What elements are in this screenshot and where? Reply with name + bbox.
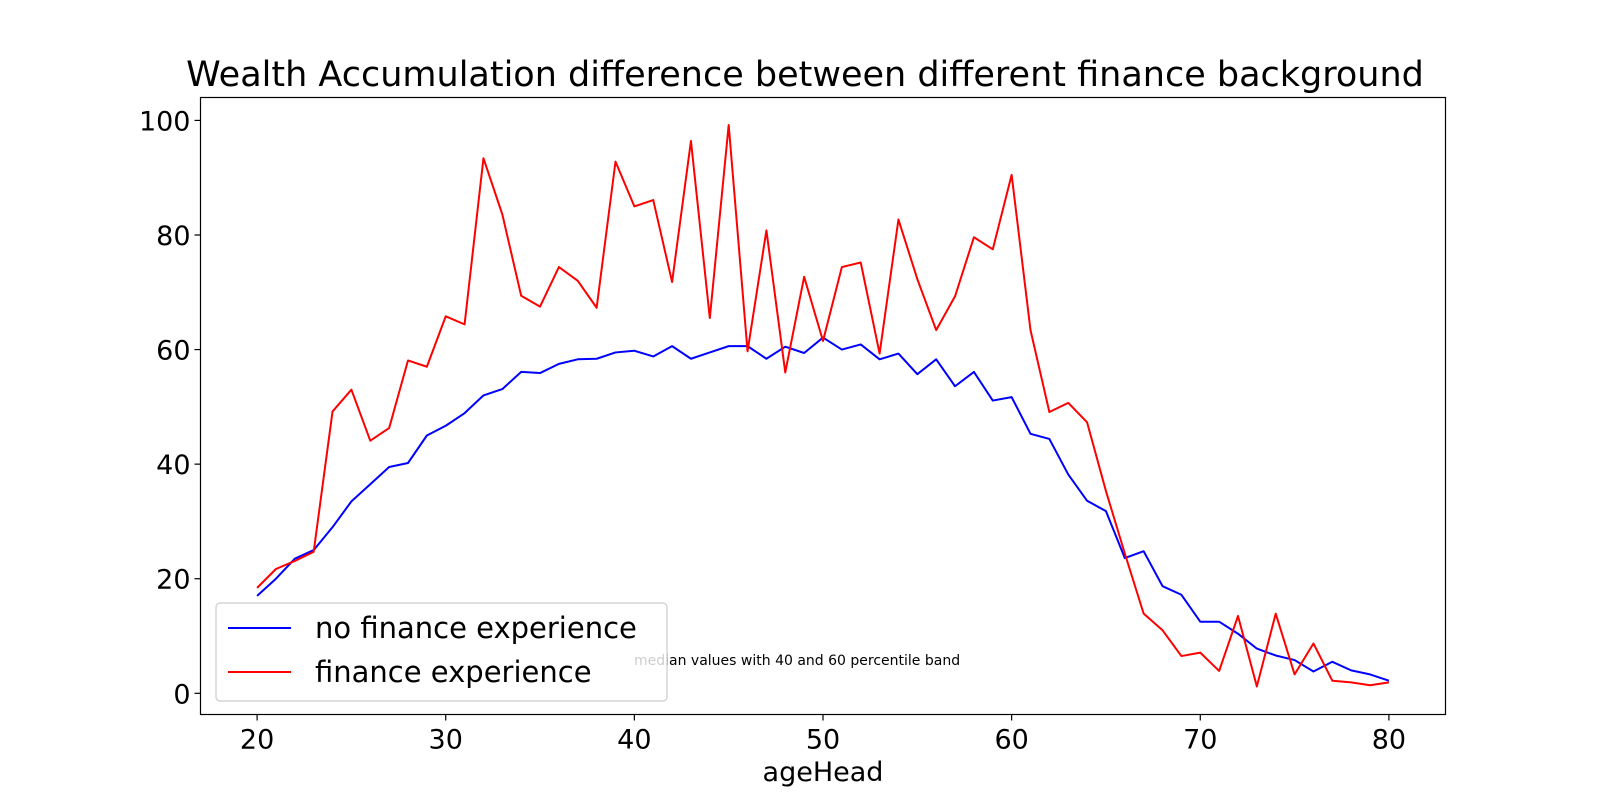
legend-label: no finance experience bbox=[315, 611, 637, 645]
y-tick-label: 0 bbox=[173, 679, 190, 710]
annotation-text: median values with 40 and 60 percentile … bbox=[634, 653, 960, 669]
x-tick-label: 80 bbox=[1372, 725, 1406, 756]
legend: no finance experience finance experience bbox=[215, 602, 668, 702]
series-line-2 bbox=[256, 124, 1390, 688]
legend-box bbox=[215, 602, 668, 702]
y-tick-label: 40 bbox=[156, 450, 190, 481]
y-tick-label: 60 bbox=[156, 336, 190, 367]
x-tick-label: 40 bbox=[617, 725, 651, 756]
y-tick-label: 100 bbox=[139, 106, 191, 137]
x-tick-label: 60 bbox=[994, 725, 1028, 756]
legend-label: finance experience bbox=[315, 655, 592, 689]
x-tick-label: 70 bbox=[1183, 725, 1217, 756]
x-axis-label: ageHead bbox=[763, 757, 884, 788]
series-layer bbox=[256, 124, 1390, 688]
y-tick-label: 20 bbox=[156, 565, 190, 596]
chart-title: Wealth Accumulation difference between d… bbox=[186, 55, 1424, 95]
x-tick-label: 30 bbox=[429, 725, 463, 756]
x-tick-label: 50 bbox=[806, 725, 840, 756]
x-tick-label: 20 bbox=[240, 725, 274, 756]
y-tick-label: 80 bbox=[156, 221, 190, 252]
axes-ticks: 20 30 40 50 60 70 80 0 20 40 60 80 100 bbox=[139, 106, 1406, 755]
